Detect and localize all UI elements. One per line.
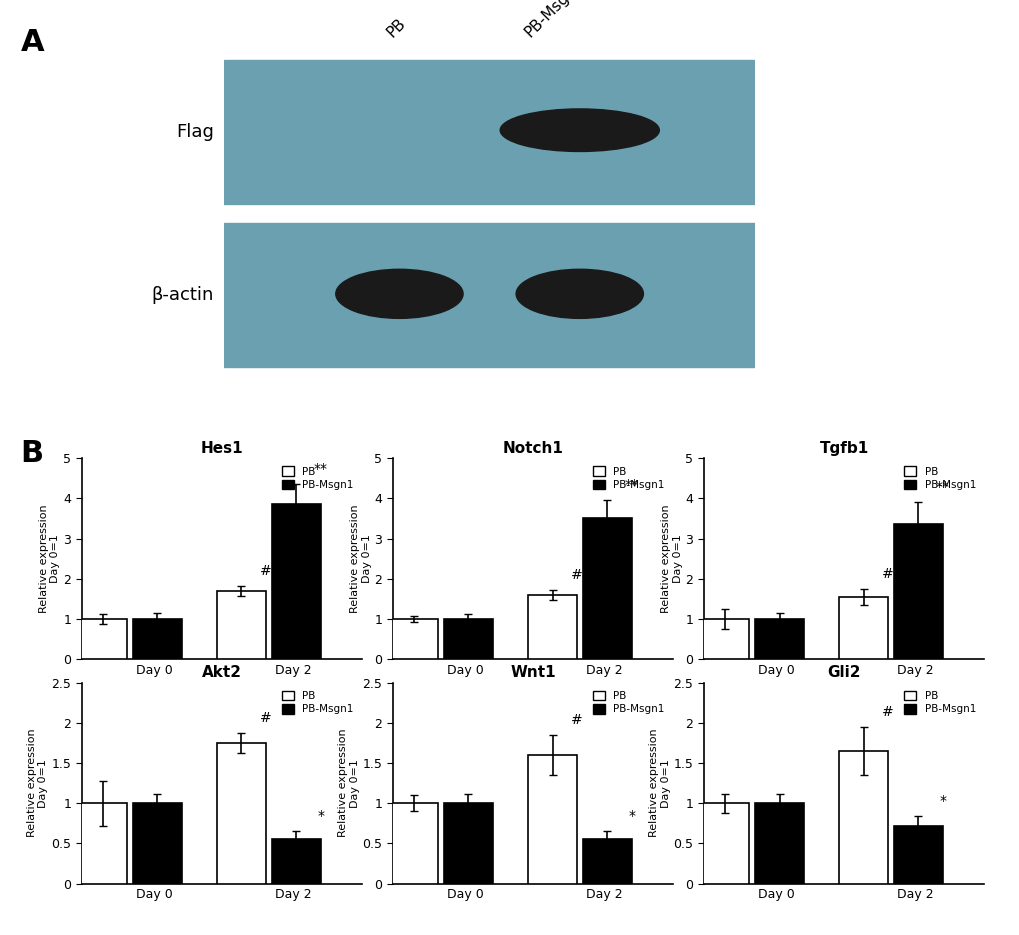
Bar: [224, 223, 754, 367]
Legend: PB, PB-Msgn1: PB, PB-Msgn1: [278, 688, 357, 717]
Y-axis label: Relative expression
Day 0=1: Relative expression Day 0=1: [39, 504, 60, 613]
Bar: [582, 518, 631, 659]
Bar: [271, 840, 320, 884]
Bar: [132, 619, 181, 659]
Bar: [528, 595, 577, 659]
Bar: [754, 803, 803, 884]
Title: Hes1: Hes1: [201, 440, 243, 455]
Bar: [893, 826, 942, 884]
Text: PB: PB: [383, 16, 408, 40]
Ellipse shape: [516, 269, 643, 318]
Title: Notch1: Notch1: [502, 440, 562, 455]
Bar: [443, 619, 492, 659]
Legend: PB, PB-Msgn1: PB, PB-Msgn1: [278, 464, 357, 493]
Y-axis label: Relative expression
Day 0=1: Relative expression Day 0=1: [648, 728, 669, 838]
Text: #: #: [881, 567, 894, 581]
Bar: [700, 619, 749, 659]
Text: #: #: [881, 705, 894, 719]
Bar: [528, 755, 577, 884]
Bar: [224, 60, 754, 204]
Text: PB-Msgn1: PB-Msgn1: [521, 0, 585, 40]
Text: #: #: [260, 712, 272, 726]
Bar: [582, 840, 631, 884]
Bar: [700, 803, 749, 884]
Title: Tgfb1: Tgfb1: [818, 440, 868, 455]
Bar: [754, 619, 803, 659]
Title: Gli2: Gli2: [826, 665, 860, 680]
Bar: [217, 742, 266, 884]
Y-axis label: Relative expression
Day 0=1: Relative expression Day 0=1: [350, 504, 371, 613]
Bar: [217, 591, 266, 659]
Bar: [443, 803, 492, 884]
Y-axis label: Relative expression
Day 0=1: Relative expression Day 0=1: [26, 728, 48, 838]
Text: A: A: [20, 28, 44, 57]
Text: *: *: [628, 810, 635, 823]
Bar: [389, 803, 438, 884]
Legend: PB, PB-Msgn1: PB, PB-Msgn1: [900, 464, 978, 493]
Legend: PB, PB-Msgn1: PB, PB-Msgn1: [589, 464, 667, 493]
Text: #: #: [571, 568, 583, 582]
Bar: [839, 751, 888, 884]
Legend: PB, PB-Msgn1: PB, PB-Msgn1: [589, 688, 667, 717]
Text: *: *: [317, 810, 324, 823]
Title: Akt2: Akt2: [202, 665, 242, 680]
Bar: [839, 597, 888, 659]
Text: **: **: [314, 462, 327, 476]
Ellipse shape: [335, 269, 463, 318]
Text: #: #: [260, 564, 272, 578]
Ellipse shape: [499, 108, 658, 151]
Text: β-actin: β-actin: [151, 286, 214, 305]
Title: Wnt1: Wnt1: [510, 665, 555, 680]
Text: **: **: [935, 481, 949, 495]
Text: *: *: [938, 794, 946, 808]
Bar: [389, 619, 438, 659]
Bar: [893, 525, 942, 659]
Bar: [78, 803, 127, 884]
Legend: PB, PB-Msgn1: PB, PB-Msgn1: [900, 688, 978, 717]
Y-axis label: Relative expression
Day 0=1: Relative expression Day 0=1: [337, 728, 359, 838]
Text: B: B: [20, 439, 44, 468]
Text: #: #: [571, 712, 583, 726]
Bar: [132, 803, 181, 884]
Bar: [271, 504, 320, 659]
Text: Flag: Flag: [175, 122, 214, 141]
Y-axis label: Relative expression
Day 0=1: Relative expression Day 0=1: [660, 504, 682, 613]
Bar: [78, 619, 127, 659]
Text: **: **: [625, 479, 638, 493]
